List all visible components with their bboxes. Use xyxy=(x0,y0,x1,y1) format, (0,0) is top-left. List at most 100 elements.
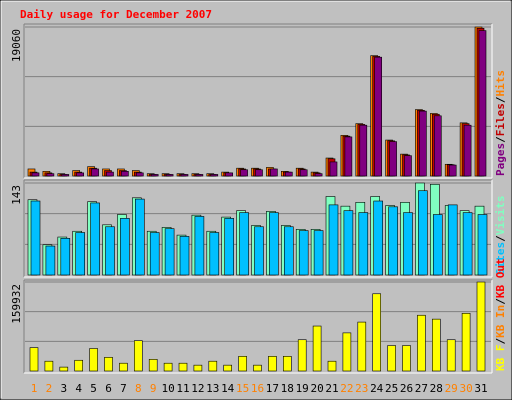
legend: Sites/Visits xyxy=(494,196,507,276)
bar xyxy=(418,190,428,276)
bar xyxy=(461,312,471,372)
bar xyxy=(134,340,143,372)
legend-entry: Files xyxy=(494,103,507,136)
bar xyxy=(432,214,443,276)
x-tick-label: 1 xyxy=(31,382,38,395)
y-tick-label: 143 xyxy=(10,185,23,205)
bar xyxy=(163,362,173,372)
x-tick-label: 7 xyxy=(120,382,127,395)
x-tick-label: 4 xyxy=(75,382,82,395)
bar xyxy=(180,174,189,177)
bar xyxy=(61,174,70,177)
x-tick-label: 3 xyxy=(60,382,67,395)
bar xyxy=(31,172,40,177)
x-tick-label: 28 xyxy=(430,382,443,395)
bar xyxy=(194,216,205,276)
bar xyxy=(255,169,263,177)
x-tick-label: 8 xyxy=(135,382,142,395)
bar xyxy=(388,206,398,276)
bar xyxy=(150,174,159,177)
bar xyxy=(327,360,337,372)
y-tick-label: 159932 xyxy=(10,284,23,324)
x-tick-label: 20 xyxy=(310,382,323,395)
bar xyxy=(29,347,39,372)
legend-entry: Pages xyxy=(494,143,507,176)
x-tick-label: 22 xyxy=(340,382,353,395)
bar xyxy=(298,230,309,276)
bar xyxy=(135,198,145,276)
bar xyxy=(90,202,100,276)
bar xyxy=(254,226,264,276)
bar xyxy=(148,359,158,372)
bar xyxy=(374,56,383,177)
x-tick-label: 23 xyxy=(355,382,368,395)
bar xyxy=(477,214,488,276)
bar xyxy=(91,168,99,177)
bar xyxy=(119,362,128,372)
legend-entry: Visits xyxy=(494,196,507,236)
bar xyxy=(223,364,232,372)
bar xyxy=(297,339,307,372)
bar xyxy=(164,228,175,276)
bar xyxy=(74,359,83,372)
bar xyxy=(372,293,382,372)
bar xyxy=(344,136,353,177)
bar xyxy=(178,362,188,372)
bar xyxy=(270,168,278,177)
bar xyxy=(389,141,397,177)
bar xyxy=(463,124,472,177)
bar xyxy=(359,124,368,177)
bar xyxy=(59,366,69,372)
bar xyxy=(193,364,203,372)
bar xyxy=(104,357,113,372)
x-tick-label: 11 xyxy=(176,382,189,395)
bar xyxy=(284,171,293,177)
x-tick-label: 24 xyxy=(370,382,384,395)
bar xyxy=(343,210,354,276)
x-tick-label: 10 xyxy=(161,382,174,395)
x-tick-label: 12 xyxy=(191,382,204,395)
bar xyxy=(328,204,339,276)
legend: KB F/KB In/KB Out xyxy=(494,258,507,371)
x-tick-label: 5 xyxy=(90,382,97,395)
x-tick-label: 9 xyxy=(150,382,157,395)
x-tick-label: 15 xyxy=(236,382,249,395)
bar xyxy=(402,345,411,372)
bar xyxy=(30,200,41,276)
x-tick-label: 2 xyxy=(46,382,53,395)
bar xyxy=(149,232,160,276)
legend-separator: / xyxy=(494,338,507,345)
legend-entry: Sites xyxy=(494,242,507,275)
bar xyxy=(89,348,98,372)
bar xyxy=(224,218,234,276)
bar xyxy=(342,332,352,372)
bar xyxy=(208,360,218,372)
bar xyxy=(419,110,427,177)
bar xyxy=(313,230,324,276)
bar xyxy=(210,174,219,177)
bar xyxy=(209,232,220,276)
bar xyxy=(403,212,413,276)
bar xyxy=(448,164,457,177)
bar xyxy=(404,155,412,177)
x-tick-label: 14 xyxy=(221,382,235,395)
bar xyxy=(45,245,56,276)
legend-entry: KB In xyxy=(494,305,507,338)
bar xyxy=(283,226,294,276)
bar xyxy=(105,226,115,276)
legend-entry: KB Out xyxy=(494,258,507,298)
bar xyxy=(269,212,279,276)
x-tick-label: 17 xyxy=(266,382,279,395)
x-tick-label: 26 xyxy=(400,382,413,395)
legend-entry: KB F xyxy=(494,345,507,372)
x-tick-label: 13 xyxy=(206,382,219,395)
bar xyxy=(312,325,322,372)
x-tick-label: 18 xyxy=(281,382,294,395)
bar xyxy=(476,281,486,372)
bar xyxy=(357,321,367,372)
y-tick-label: 19060 xyxy=(10,29,23,62)
bar xyxy=(60,238,71,276)
x-tick-label: 19 xyxy=(296,382,309,395)
x-tick-label: 6 xyxy=(105,382,112,395)
bar xyxy=(165,174,174,177)
